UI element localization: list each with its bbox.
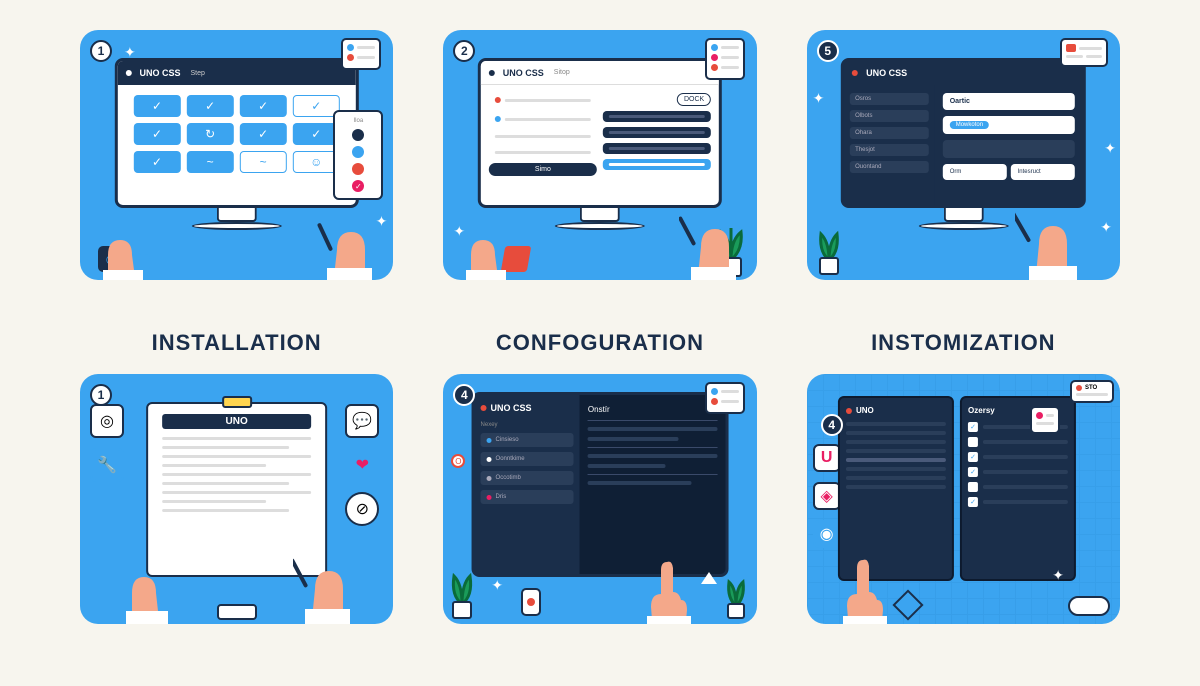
float-card — [341, 38, 381, 70]
wrench-icon: 🔧 — [90, 448, 124, 482]
float-card — [705, 382, 745, 414]
menu-item[interactable]: Cinsieso — [481, 433, 574, 447]
panel-dark-config: 4 O UNO CSS Nexey Cinsieso Oonntkime Occ… — [443, 374, 756, 624]
plant-icon — [809, 224, 849, 280]
plant-icon — [717, 572, 755, 624]
o-icon: O — [451, 454, 465, 468]
pink-card — [1030, 406, 1060, 434]
panel-checklist: 4 STO U ◈ ◉ UNO Ozersy ✓ — [807, 374, 1120, 624]
hand-right — [679, 205, 749, 280]
float-card — [1060, 38, 1108, 67]
side-menu: UNO CSS Nexey Cinsieso Oonntkime Occotim… — [475, 395, 580, 574]
heart-icon: ❤ — [345, 448, 379, 482]
label-installation: Installation — [80, 330, 393, 356]
check-grid: ✓ ✓ ✓ ✓ ✓ ↻ ✓ ✓ ✓ ~ ~ ☺ — [117, 85, 355, 183]
main-pane: Onstír — [580, 395, 726, 574]
hand-left — [110, 551, 175, 624]
uno-css-title: UNO CSS — [866, 68, 907, 78]
hand-point — [833, 550, 895, 624]
monitor: UNO CSS Step ✓ ✓ ✓ ✓ ✓ ↻ ✓ ✓ ✓ ~ ~ ☺ — [114, 58, 358, 230]
icon-col-right: 💬 ❤ ⊘ — [345, 404, 383, 526]
blue-square-icon: ◉ — [813, 520, 841, 548]
step-badge: 2 — [453, 40, 475, 62]
hand-right — [315, 210, 385, 280]
step-badge: 1 — [90, 384, 112, 406]
hand-left — [88, 215, 148, 280]
step-badge: 5 — [817, 40, 839, 62]
simo-button[interactable]: Simo — [489, 163, 597, 176]
play-icon — [701, 572, 717, 584]
panel-customization: 5 UNO CSS Osros Olbots Ohara Thesjot Ouo… — [807, 30, 1120, 280]
float-card — [705, 38, 745, 80]
sparkle-icon: ✦ — [124, 44, 136, 61]
panel-configuration: 2 UNO CSS Sitop Simo — [443, 30, 756, 280]
mouse-icon — [1068, 596, 1110, 616]
icon-col-left: ◎ 🔧 — [90, 404, 128, 482]
target-icon: ◎ — [90, 404, 124, 438]
menu-item[interactable]: Osros — [850, 93, 929, 105]
chip[interactable]: Mowkoton — [950, 121, 989, 129]
infographic-grid: 1 UNO CSS Step ✓ ✓ ✓ ✓ ✓ ↻ ✓ — [80, 30, 1120, 656]
step-badge: 1 — [90, 40, 112, 62]
ban-icon: ⊘ — [345, 492, 379, 526]
side-menu: Osros Olbots Ohara Thesjot Ouontand — [844, 85, 935, 205]
uno-css-title: UNO CSS — [491, 403, 532, 413]
label-customization: Instomization — [807, 330, 1120, 356]
side-card: Iloa ✓ — [333, 110, 383, 200]
float-badge: STO — [1070, 380, 1114, 403]
label-configuration: Confoguration — [443, 330, 756, 356]
button-icon — [217, 604, 257, 620]
tablet: UNO CSS Nexey Cinsieso Oonntkime Occotim… — [472, 392, 729, 577]
dock-tab[interactable]: DOCK — [677, 93, 711, 106]
diamond-icon: ◈ — [813, 482, 841, 510]
paper-title: UNO — [162, 414, 312, 429]
square-u-icon: U — [813, 444, 841, 472]
uno-css-title: UNO CSS — [139, 68, 180, 78]
hand-left — [451, 215, 511, 280]
uno-css-title: UNO CSS — [503, 68, 544, 78]
hand-right — [1015, 200, 1090, 280]
phone-icon — [521, 588, 541, 616]
hand-point — [637, 552, 697, 624]
hand-right — [293, 547, 363, 624]
panel-document: 1 ◎ 🔧 💬 ❤ ⊘ UNO — [80, 374, 393, 624]
plant-icon — [443, 566, 483, 624]
chat-icon: 💬 — [345, 404, 379, 438]
step-badge: 4 — [821, 414, 843, 436]
panel-installation: 1 UNO CSS Step ✓ ✓ ✓ ✓ ✓ ↻ ✓ — [80, 30, 393, 280]
check-cell: ✓ — [133, 95, 180, 117]
config-body: Simo DOCK — [481, 85, 719, 205]
main-title: Oartic — [943, 93, 1075, 110]
